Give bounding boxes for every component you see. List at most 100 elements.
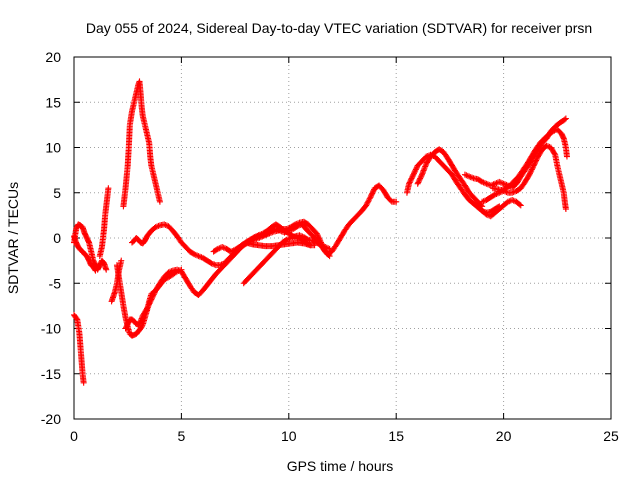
data-point — [531, 160, 538, 167]
x-tick-label: 0 — [70, 428, 78, 444]
data-point — [192, 251, 199, 258]
data-point — [220, 244, 227, 251]
data-point — [484, 181, 491, 188]
data-point — [195, 253, 202, 260]
x-tick-label: 10 — [281, 428, 297, 444]
data-point — [528, 166, 535, 173]
data-point — [533, 156, 540, 163]
x-tick-label: 20 — [496, 428, 512, 444]
series-track-17 — [489, 126, 570, 194]
data-point — [145, 303, 152, 310]
series-track-08 — [120, 78, 163, 210]
series-track-14 — [414, 146, 486, 210]
data-point — [318, 242, 325, 249]
data-point — [496, 178, 503, 185]
data-point — [307, 242, 314, 249]
data-point — [418, 172, 425, 179]
data-point — [407, 178, 414, 185]
y-tick-label: 20 — [45, 49, 61, 65]
data-point — [408, 175, 415, 182]
data-point — [409, 174, 416, 181]
data-point — [417, 174, 424, 181]
series-track-18 — [474, 203, 503, 216]
data-point — [297, 232, 304, 239]
y-tick-label: -10 — [41, 321, 61, 337]
data-point — [479, 198, 486, 205]
data-point — [314, 233, 321, 240]
data-point — [191, 251, 198, 258]
data-point — [526, 170, 533, 177]
data-point — [263, 231, 270, 238]
data-point — [480, 208, 487, 215]
data-point — [498, 187, 505, 194]
x-axis-label: GPS time / hours — [287, 458, 394, 474]
data-point — [227, 248, 234, 255]
data-point — [464, 172, 471, 179]
data-point — [267, 229, 274, 236]
data-point — [479, 178, 486, 185]
data-point — [292, 221, 299, 228]
data-point — [255, 235, 262, 242]
data-point — [156, 198, 163, 205]
data-point — [562, 115, 569, 122]
data-point — [105, 185, 112, 192]
series-track-04 — [96, 185, 112, 260]
data-point — [194, 252, 201, 259]
chart-title: Day 055 of 2024, Sidereal Day-to-day VTE… — [86, 20, 592, 36]
data-point — [260, 232, 267, 239]
data-point — [480, 198, 487, 205]
data-point — [417, 175, 424, 182]
data-point — [490, 181, 497, 188]
data-point — [326, 245, 333, 252]
data-point — [463, 172, 470, 179]
data-point — [326, 253, 333, 260]
data-point — [412, 166, 419, 173]
data-point — [80, 379, 87, 386]
x-tick-label: 5 — [178, 428, 186, 444]
data-point — [313, 230, 320, 237]
data-point — [229, 247, 236, 254]
data-point — [543, 142, 550, 149]
data-point — [286, 235, 293, 242]
data-point — [216, 245, 223, 252]
data-point — [256, 234, 263, 241]
data-point — [166, 268, 173, 275]
data-point — [103, 266, 110, 273]
data-point — [496, 203, 503, 210]
data-point — [367, 194, 374, 201]
data-point — [148, 296, 155, 303]
data-point — [155, 222, 162, 229]
data-point — [73, 315, 80, 322]
data-point — [363, 202, 370, 209]
series-track-12 — [242, 239, 314, 250]
data-point — [407, 176, 414, 183]
x-tick-label: 25 — [603, 428, 619, 444]
data-point — [530, 163, 537, 170]
data-point — [319, 242, 326, 249]
data-point — [208, 260, 215, 267]
data-point — [500, 180, 507, 187]
data-point — [509, 189, 516, 196]
data-point — [410, 171, 417, 178]
data-point — [406, 180, 413, 187]
series-track-03 — [71, 233, 99, 274]
data-point — [310, 238, 317, 245]
data-point — [492, 180, 499, 187]
data-point — [479, 207, 486, 214]
data-point — [550, 128, 557, 135]
y-tick-label: -5 — [49, 275, 62, 291]
data-point — [325, 245, 332, 252]
data-point — [161, 221, 168, 228]
data-point — [147, 299, 154, 306]
data-point — [322, 244, 329, 251]
data-point — [466, 173, 473, 180]
data-point — [315, 234, 322, 241]
data-point — [144, 305, 151, 312]
data-point — [162, 222, 169, 229]
data-point — [154, 223, 161, 230]
data-point — [529, 165, 536, 172]
data-point — [415, 179, 422, 186]
y-tick-label: 10 — [45, 140, 61, 156]
data-point — [526, 171, 533, 178]
